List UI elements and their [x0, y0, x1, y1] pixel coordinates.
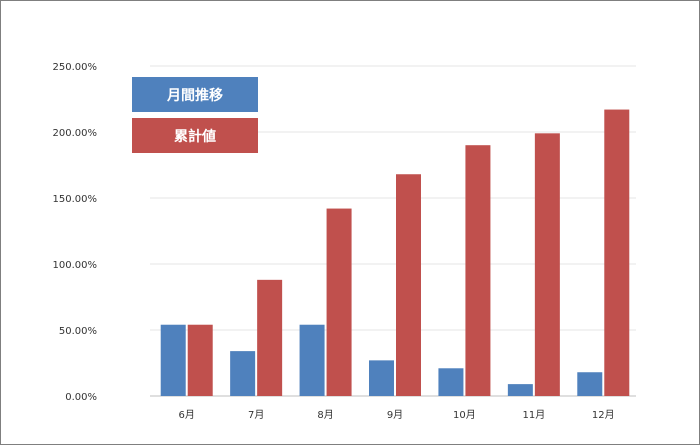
bar-cumulative	[187, 324, 213, 396]
x-axis-ticks: 6月 7月 8月 9月 10月 11月 12月	[179, 409, 615, 421]
bar-monthly	[230, 351, 256, 396]
bar-cumulative	[604, 109, 630, 396]
bar-cumulative	[257, 279, 283, 396]
x-tick-label: 10月	[453, 409, 476, 421]
x-tick-label: 8月	[317, 409, 333, 421]
x-tick-label: 6月	[179, 409, 195, 421]
legend-label-cumulative: 累計値	[174, 128, 216, 145]
bar-cumulative	[326, 208, 352, 396]
y-tick-label: 0.00%	[65, 392, 97, 403]
bars	[160, 109, 630, 396]
x-tick-label: 7月	[248, 409, 264, 421]
legend-item-monthly: 月間推移	[132, 77, 258, 112]
y-axis-ticks: 0.00% 50.00% 100.00% 150.00% 200.00% 250.00%	[53, 62, 98, 403]
bar-monthly	[438, 368, 464, 396]
bar-monthly	[160, 324, 186, 396]
bar-cumulative	[465, 145, 491, 396]
x-tick-label: 12月	[592, 409, 615, 421]
y-tick-label: 150.00%	[53, 194, 98, 205]
legend-label-monthly: 月間推移	[167, 87, 223, 104]
x-tick-label: 11月	[522, 409, 545, 421]
bar-cumulative	[534, 133, 560, 396]
bar-monthly	[369, 360, 394, 396]
legend-item-cumulative: 累計値	[132, 118, 258, 153]
y-tick-label: 250.00%	[53, 62, 98, 73]
y-tick-label: 100.00%	[53, 260, 98, 271]
bar-cumulative	[396, 174, 421, 396]
y-tick-label: 50.00%	[59, 326, 97, 337]
bar-monthly	[299, 324, 325, 396]
y-tick-label: 200.00%	[53, 128, 98, 139]
bar-monthly	[577, 372, 603, 396]
gridlines	[150, 65, 636, 397]
x-tick-label: 9月	[387, 409, 403, 421]
bar-monthly	[507, 384, 533, 396]
